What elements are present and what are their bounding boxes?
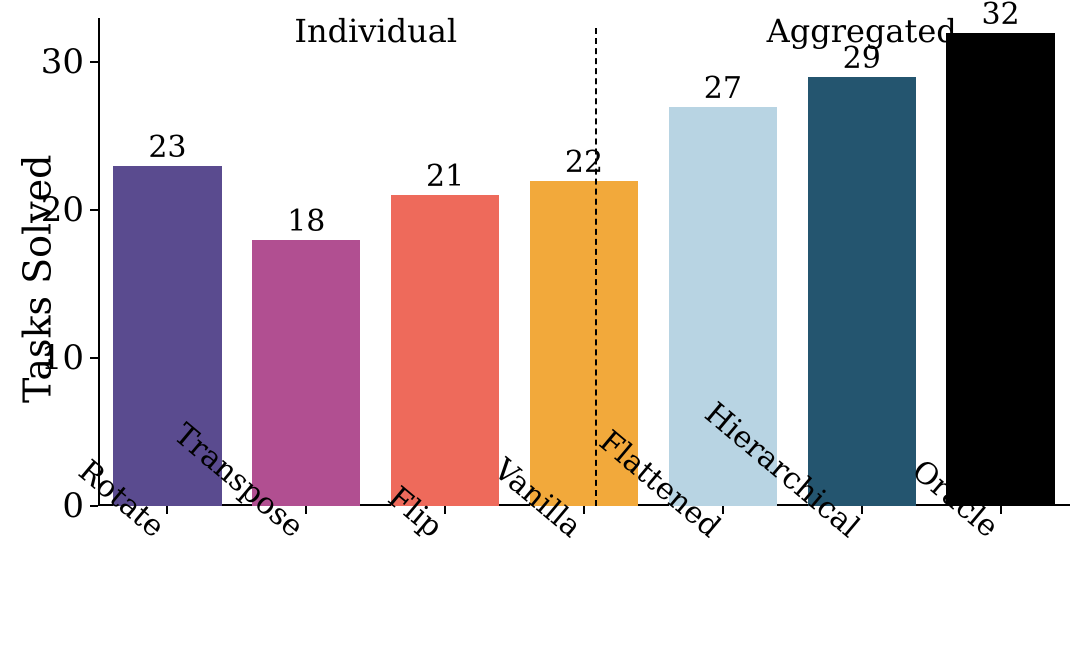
bar bbox=[391, 195, 499, 506]
bar-value-label: 23 bbox=[148, 130, 186, 165]
y-tick-label: 30 bbox=[41, 42, 84, 82]
bar bbox=[252, 240, 360, 506]
bar-value-label: 27 bbox=[704, 71, 742, 106]
bar-value-label: 18 bbox=[287, 204, 325, 239]
y-tick-label: 0 bbox=[62, 486, 84, 526]
x-tick bbox=[444, 506, 446, 514]
bar-value-label: 22 bbox=[565, 145, 603, 180]
x-tick bbox=[166, 506, 168, 514]
y-tick bbox=[90, 61, 98, 63]
y-tick bbox=[90, 209, 98, 211]
x-tick bbox=[583, 506, 585, 514]
group-label: Aggregated bbox=[767, 12, 957, 50]
x-tick bbox=[305, 506, 307, 514]
plot-area: 010203023Rotate18Transpose21Flip22Vanill… bbox=[98, 18, 1070, 506]
bar-value-label: 32 bbox=[981, 0, 1019, 32]
y-tick bbox=[90, 505, 98, 507]
bar bbox=[808, 77, 916, 506]
bar-value-label: 21 bbox=[426, 159, 464, 194]
y-axis-line bbox=[98, 18, 100, 506]
bar-chart: Tasks Solved 010203023Rotate18Transpose2… bbox=[0, 0, 1080, 672]
group-label: Individual bbox=[294, 12, 457, 50]
x-tick bbox=[722, 506, 724, 514]
bar bbox=[946, 33, 1054, 506]
y-tick-label: 10 bbox=[41, 338, 84, 378]
group-divider bbox=[595, 28, 597, 506]
y-tick-label: 20 bbox=[41, 190, 84, 230]
y-tick bbox=[90, 357, 98, 359]
x-tick bbox=[861, 506, 863, 514]
